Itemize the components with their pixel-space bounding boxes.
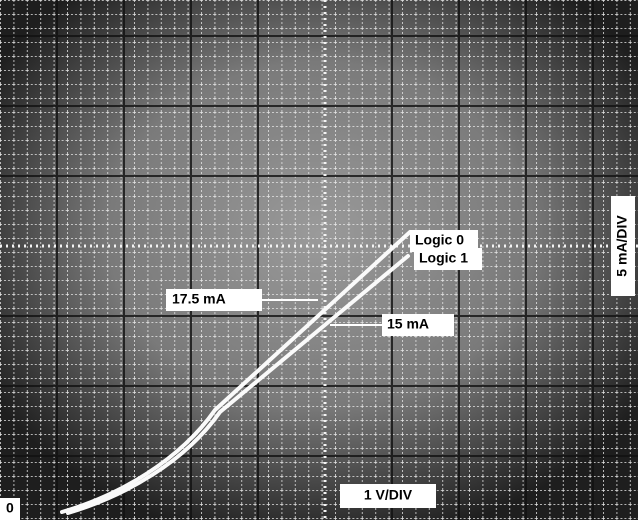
vertical-scale-label: 5 mA/DIV bbox=[614, 215, 630, 277]
logic-1-label: Logic 1 bbox=[419, 250, 468, 266]
label-box bbox=[410, 230, 478, 252]
label-box bbox=[414, 248, 482, 270]
label-box bbox=[340, 484, 436, 508]
label-box bbox=[0, 498, 20, 520]
current-low-label: 15 mA bbox=[387, 316, 429, 332]
label-box bbox=[611, 196, 635, 296]
annotations: Logic 0 Logic 1 17.5 mA 15 mA 5 mA/DIV 1… bbox=[0, 196, 635, 520]
traces bbox=[60, 230, 412, 515]
label-box bbox=[166, 289, 262, 311]
logic-0-label: Logic 0 bbox=[415, 232, 464, 248]
origin-label: 0 bbox=[6, 500, 14, 516]
current-high-label: 17.5 mA bbox=[172, 291, 226, 307]
horizontal-scale-label: 1 V/DIV bbox=[364, 487, 413, 503]
label-box bbox=[382, 314, 454, 336]
